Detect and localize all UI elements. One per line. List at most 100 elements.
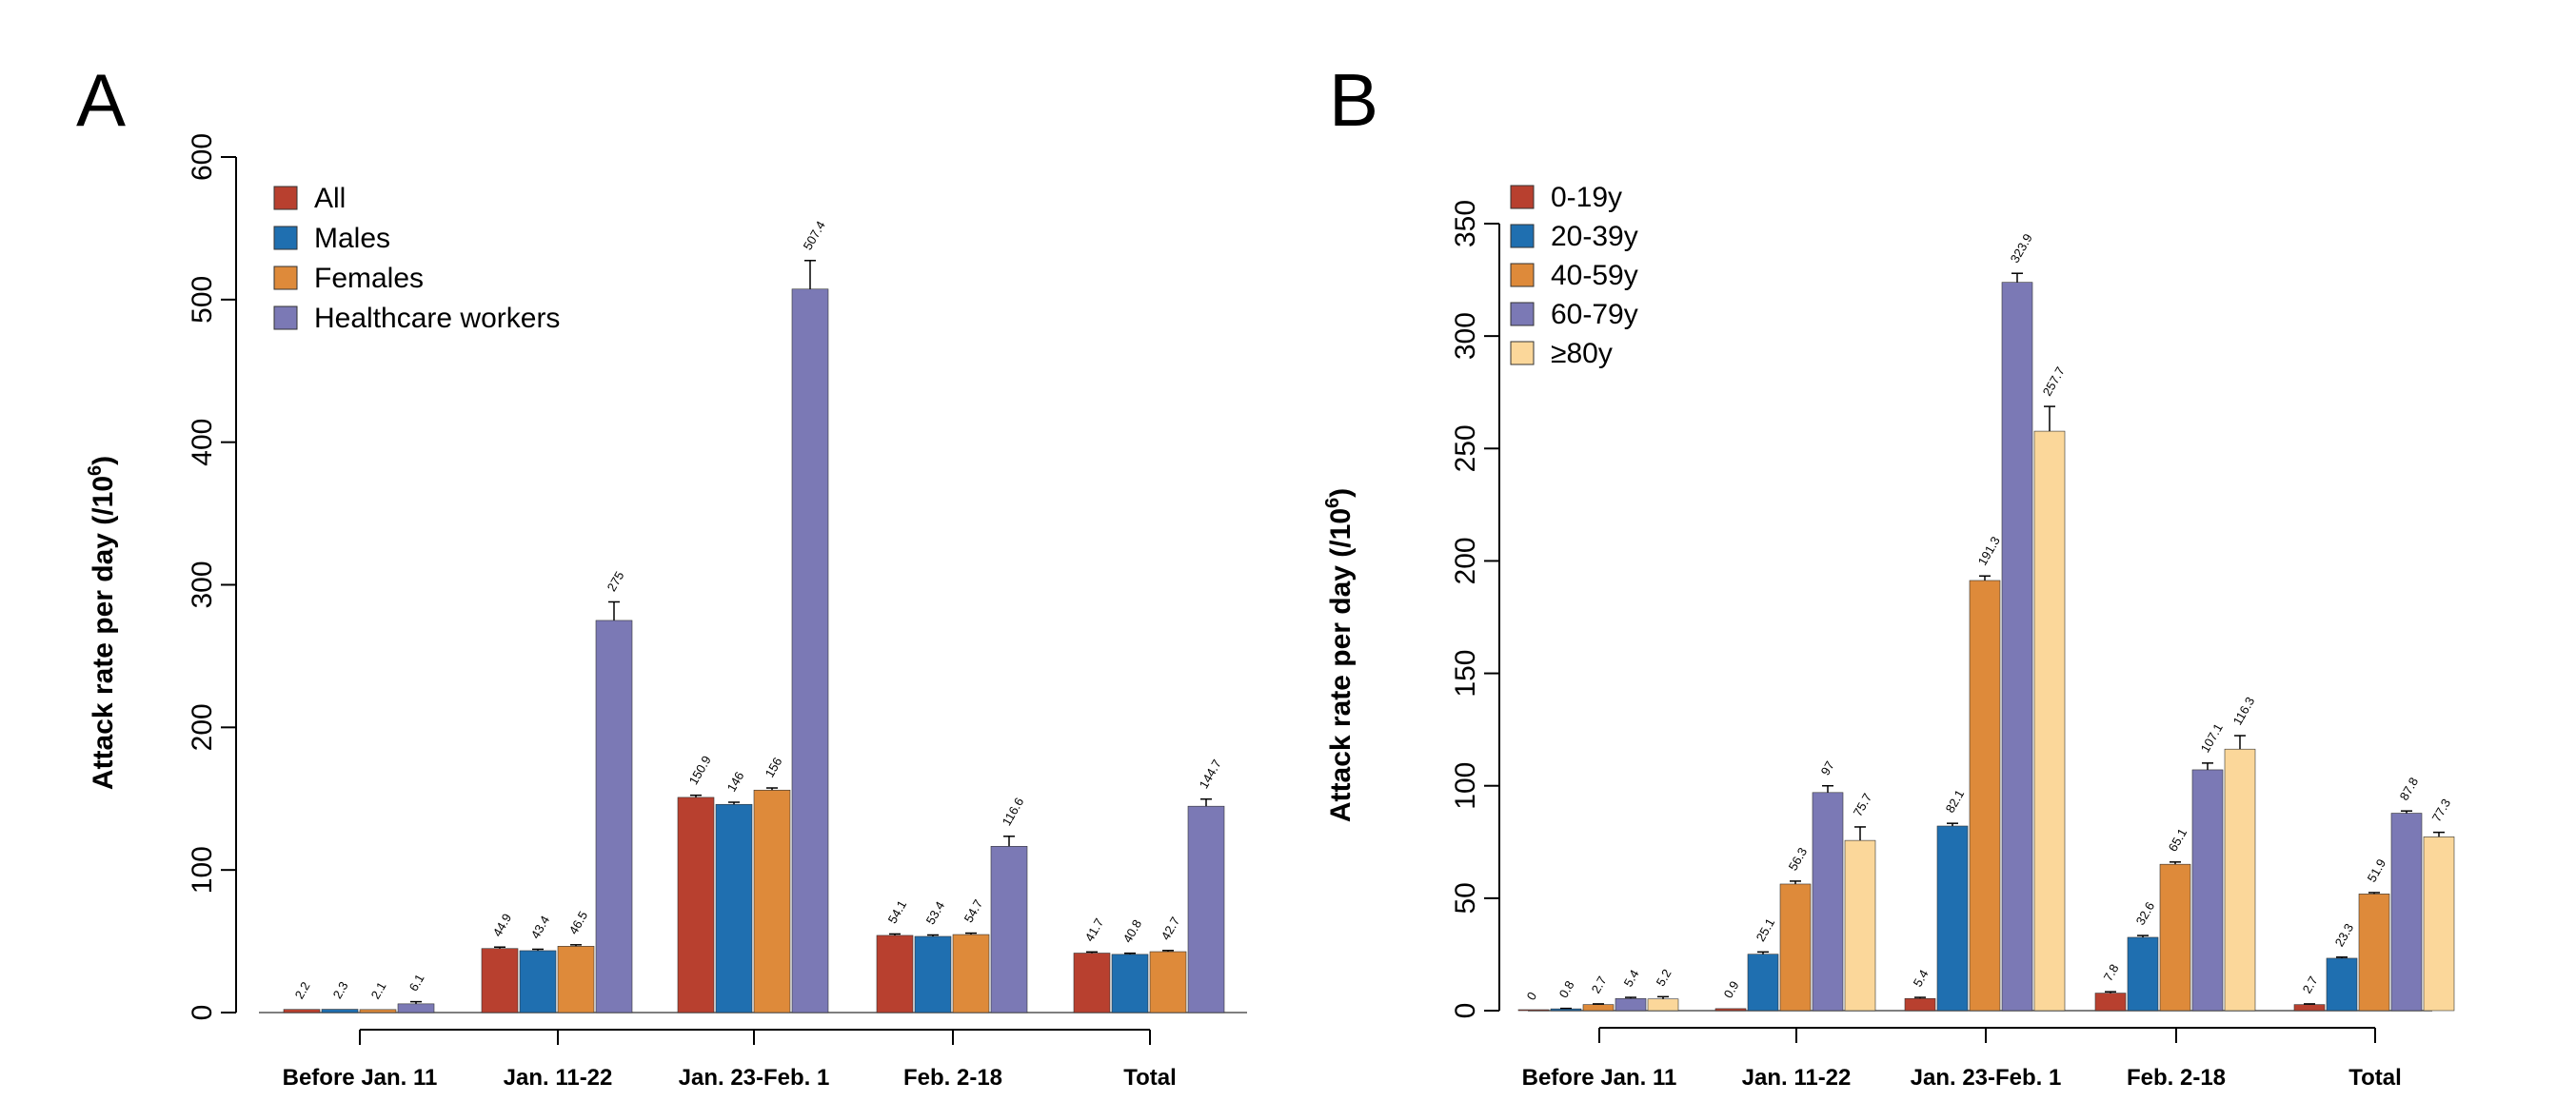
data-label: 43.4 bbox=[528, 914, 553, 941]
legend-swatch bbox=[273, 186, 298, 210]
data-label: 5.2 bbox=[1654, 967, 1674, 989]
bar bbox=[397, 1003, 435, 1013]
bar bbox=[1844, 839, 1876, 1012]
bar bbox=[359, 1009, 397, 1013]
data-label: 5.4 bbox=[1621, 967, 1642, 989]
y-tick-label: 500 bbox=[187, 276, 218, 324]
bar bbox=[715, 803, 753, 1013]
bar bbox=[753, 789, 791, 1013]
panel-label: A bbox=[76, 58, 126, 142]
bar bbox=[321, 1009, 359, 1013]
y-axis-label: Attack rate per day (/106) bbox=[1322, 488, 1357, 822]
legend-swatch bbox=[273, 305, 298, 330]
data-label: 87.8 bbox=[2397, 775, 2422, 802]
legend-swatch bbox=[273, 266, 298, 290]
data-label: 2.7 bbox=[1589, 974, 1610, 995]
x-category-label: Jan. 11-22 bbox=[504, 1065, 613, 1091]
legend-label: ≥80y bbox=[1551, 338, 1613, 369]
bar bbox=[1187, 805, 1225, 1013]
y-tick-label: 250 bbox=[1450, 424, 1481, 472]
data-label: 2.2 bbox=[292, 979, 313, 1001]
data-label: 44.9 bbox=[490, 911, 515, 938]
bar bbox=[1714, 1008, 1747, 1012]
data-label: 41.7 bbox=[1082, 915, 1107, 943]
legend-swatch bbox=[273, 226, 298, 250]
bar bbox=[557, 946, 595, 1013]
bar bbox=[2358, 894, 2390, 1012]
x-category-label: Jan. 23-Feb. 1 bbox=[679, 1065, 830, 1091]
legend-swatch bbox=[1510, 263, 1535, 287]
legend-label: 60-79y bbox=[1551, 299, 1638, 330]
bar bbox=[1747, 954, 1779, 1012]
legend-label: Healthcare workers bbox=[314, 303, 560, 334]
y-tick-label: 200 bbox=[187, 703, 218, 751]
bar bbox=[1647, 998, 1679, 1012]
bar bbox=[876, 935, 914, 1013]
x-category-label: Jan. 23-Feb. 1 bbox=[1911, 1065, 2062, 1091]
bar bbox=[595, 620, 633, 1013]
data-label: 7.8 bbox=[2101, 961, 2122, 983]
bar bbox=[1073, 953, 1111, 1013]
data-label: 2.3 bbox=[330, 979, 351, 1001]
data-label: 65.1 bbox=[2166, 826, 2190, 854]
y-tick-label: 300 bbox=[1450, 312, 1481, 360]
bar bbox=[1615, 997, 1647, 1012]
y-tick-label: 350 bbox=[1450, 200, 1481, 247]
data-label: 23.3 bbox=[2332, 921, 2357, 949]
data-label: 42.7 bbox=[1159, 915, 1183, 942]
data-label: 32.6 bbox=[2133, 899, 2158, 927]
bar bbox=[2159, 863, 2191, 1012]
x-category-label: Total bbox=[2348, 1065, 2402, 1091]
bar bbox=[2094, 993, 2127, 1012]
y-tick-label: 0 bbox=[1450, 1003, 1481, 1019]
bar bbox=[1517, 1009, 1550, 1012]
legend-label: 40-59y bbox=[1551, 260, 1638, 291]
y-tick-label: 0 bbox=[187, 1005, 218, 1021]
y-tick-label: 100 bbox=[1450, 762, 1481, 810]
bar bbox=[1550, 1008, 1582, 1012]
data-label: 2.7 bbox=[2300, 974, 2321, 995]
data-label: 51.9 bbox=[2365, 856, 2389, 884]
x-category-label: Feb. 2-18 bbox=[2127, 1065, 2226, 1091]
bar bbox=[2293, 1004, 2326, 1012]
panel-label: B bbox=[1329, 58, 1378, 142]
bar bbox=[1812, 792, 1844, 1012]
chart-panel-b: B 0 50 100 150 200 250 300 350 Attack rate per da… bbox=[1322, 58, 2455, 1091]
data-label: 0.8 bbox=[1556, 978, 1577, 1000]
x-category-label: Feb. 2-18 bbox=[903, 1065, 1002, 1091]
x-category-label: Before Jan. 11 bbox=[1522, 1065, 1677, 1091]
bar bbox=[2224, 748, 2256, 1012]
bar bbox=[791, 288, 829, 1013]
bar bbox=[952, 934, 990, 1013]
y-tick-label: 50 bbox=[1450, 882, 1481, 914]
bar bbox=[519, 950, 557, 1013]
data-label: 82.1 bbox=[1943, 787, 1968, 815]
data-label: 0.9 bbox=[1721, 978, 1742, 1000]
bar bbox=[1149, 951, 1187, 1013]
data-label: 156 bbox=[763, 755, 785, 779]
data-label: 77.3 bbox=[2429, 797, 2454, 824]
bar bbox=[283, 1009, 321, 1013]
data-label: 75.7 bbox=[1851, 791, 1875, 818]
bar bbox=[2191, 769, 2224, 1012]
data-label: 25.1 bbox=[1754, 915, 1778, 943]
data-label: 2.1 bbox=[368, 979, 389, 1001]
chart-panel-a: A 0 100 200 300 400 500 600 Attack rate per day … bbox=[76, 58, 1247, 1091]
bar bbox=[1582, 1004, 1615, 1012]
legend-swatch bbox=[1510, 185, 1535, 209]
y-tick-label: 600 bbox=[187, 133, 218, 181]
bar bbox=[1969, 580, 2001, 1012]
bar bbox=[677, 797, 715, 1013]
data-label: 53.4 bbox=[923, 899, 948, 927]
data-label: 116.3 bbox=[2230, 695, 2258, 728]
legend-label: 20-39y bbox=[1551, 221, 1638, 252]
legend-swatch bbox=[1510, 224, 1535, 248]
x-category-label: Jan. 11-22 bbox=[1742, 1065, 1852, 1091]
x-category-label: Total bbox=[1123, 1065, 1177, 1091]
bar bbox=[2033, 430, 2066, 1012]
data-label: 323.9 bbox=[2008, 231, 2035, 266]
data-label: 275 bbox=[604, 569, 627, 594]
data-label: 6.1 bbox=[406, 972, 427, 994]
y-tick-label: 200 bbox=[1450, 537, 1481, 584]
